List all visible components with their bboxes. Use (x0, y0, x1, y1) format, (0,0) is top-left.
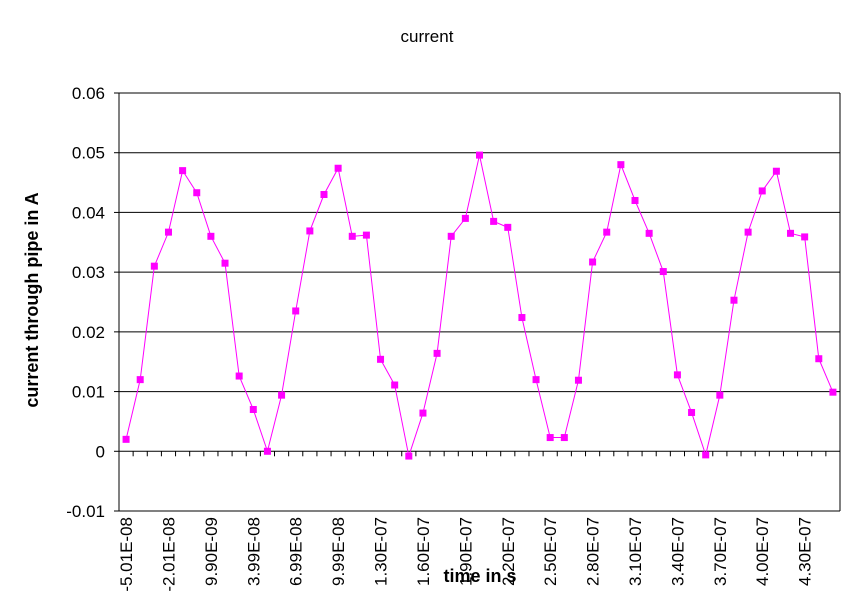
x-tick-label: 4.30E-07 (796, 517, 815, 586)
series-line (125, 154, 834, 459)
y-tick-label: 0.03 (72, 263, 105, 282)
y-tick-label: 0.06 (72, 84, 105, 103)
x-tick-label: 1.30E-07 (372, 517, 391, 586)
x-tick-label: 2.80E-07 (584, 517, 603, 586)
data-point (164, 228, 172, 236)
data-point (829, 388, 837, 396)
y-tick-label: 0.02 (72, 323, 105, 342)
data-point (419, 409, 427, 417)
x-axis-title: time in s (443, 566, 516, 586)
data-point (136, 376, 144, 384)
data-point (772, 167, 780, 175)
x-tick-label: 3.40E-07 (668, 517, 687, 586)
x-tick-label: -5.01E-08 (117, 517, 136, 592)
data-point (405, 452, 413, 460)
data-point (292, 307, 300, 315)
x-tick-label: 1.90E-07 (456, 517, 475, 586)
x-tick-label: 9.90E-09 (202, 517, 221, 586)
data-point (433, 349, 441, 357)
data-point (263, 447, 271, 455)
data-point (801, 233, 809, 241)
data-point (476, 151, 483, 159)
data-point (631, 196, 639, 204)
data-point (758, 187, 766, 195)
data-point (603, 228, 611, 236)
y-axis-title: current through pipe in A (22, 192, 42, 407)
data-point (546, 434, 554, 442)
data-point (702, 451, 710, 459)
data-point (518, 314, 526, 322)
data-point (362, 231, 370, 239)
data-point (574, 376, 582, 384)
data-point (730, 296, 738, 304)
data-point (673, 371, 681, 379)
x-tick-label: 4.00E-07 (753, 517, 772, 586)
data-point (348, 232, 356, 240)
y-tick-label: 0.05 (72, 144, 105, 163)
data-point (235, 372, 243, 380)
data-point (334, 164, 342, 172)
data-point (377, 355, 385, 363)
chart-title: current (401, 27, 454, 46)
data-point (617, 161, 625, 169)
data-point (659, 268, 667, 276)
y-tick-label: 0.01 (72, 383, 105, 402)
data-point (193, 189, 201, 197)
data-point (447, 232, 455, 240)
x-tick-label: 3.70E-07 (711, 517, 730, 586)
data-point (221, 259, 229, 267)
data-point (532, 376, 540, 384)
data-point (207, 232, 215, 240)
x-tick-label: -2.01E-08 (159, 517, 178, 592)
x-tick-label: 3.99E-08 (244, 517, 263, 586)
data-point (589, 258, 597, 266)
data-point (249, 405, 257, 413)
data-point (320, 191, 328, 199)
data-point (122, 435, 130, 443)
data-point (306, 227, 314, 235)
x-tick-label: 3.10E-07 (626, 517, 645, 586)
data-point (490, 217, 498, 225)
data-point (150, 262, 158, 270)
data-point (787, 229, 795, 237)
x-tick-label: 2.20E-07 (499, 517, 518, 586)
data-point (688, 408, 696, 416)
data-point (560, 434, 568, 442)
data-point (645, 229, 653, 237)
data-point (391, 381, 399, 389)
x-tick-label: 2.50E-07 (541, 517, 560, 586)
x-tick-label: 9.99E-08 (329, 517, 348, 586)
data-point (278, 391, 286, 399)
y-tick-label: -0.01 (66, 502, 105, 521)
data-point (815, 355, 823, 363)
x-tick-label: 1.60E-07 (414, 517, 433, 586)
data-point (461, 214, 469, 222)
data-point (716, 391, 724, 399)
data-point (744, 228, 752, 236)
y-tick-label: 0.04 (72, 203, 105, 222)
x-tick-label: 6.99E-08 (287, 517, 306, 586)
data-point (504, 223, 512, 231)
y-tick-label: 0 (96, 442, 105, 461)
data-point (179, 167, 187, 175)
